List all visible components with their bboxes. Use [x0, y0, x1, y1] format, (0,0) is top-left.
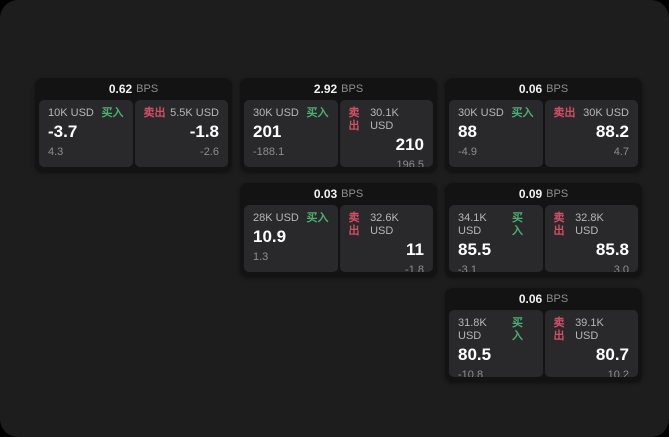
- buy-delta: -4.9: [458, 146, 477, 158]
- bps-value: 0.06: [518, 82, 543, 96]
- buy-price: -3.7: [48, 122, 78, 141]
- sell-price: 11: [406, 240, 424, 259]
- buy-side-label: 买入: [511, 317, 523, 342]
- sell-side-label: 卖出: [143, 107, 166, 119]
- sell-size: 30K USD: [583, 107, 629, 119]
- buy-side-label: 买入: [511, 107, 534, 119]
- buy-tile[interactable]: 34.1K USD 买入 85.5 -3.1: [449, 205, 543, 272]
- card-header: 0.03 BPS: [240, 183, 437, 205]
- buy-size: 34.1K USD: [458, 212, 487, 237]
- sell-price: 80.7: [595, 345, 629, 364]
- sell-side-label: 卖出: [553, 317, 565, 342]
- card-header: 2.92 BPS: [240, 78, 437, 100]
- sell-price: 85.8: [595, 240, 629, 259]
- sell-tile[interactable]: 卖出 30K USD 88.2 4.7: [544, 100, 638, 167]
- sell-tile[interactable]: 卖出 39.1K USD 80.7 10.2: [544, 310, 638, 377]
- card-header: 0.62 BPS: [35, 78, 232, 100]
- sell-tile[interactable]: 卖出 5.5K USD -1.8 -2.6: [134, 100, 228, 167]
- buy-tile[interactable]: 30K USD 买入 201 -188.1: [244, 100, 338, 167]
- buy-tile[interactable]: 10K USD 买入 -3.7 4.3: [39, 100, 133, 167]
- quote-card: 0.03 BPS 28K USD 买入 10.9 1.3 卖出 32.6K US…: [240, 183, 437, 277]
- sell-size: 32.6K USD: [370, 212, 399, 237]
- sell-side-label: 卖出: [553, 107, 576, 119]
- buy-delta: -188.1: [253, 146, 285, 158]
- buy-delta: -10.8: [458, 369, 484, 377]
- sell-size: 5.5K USD: [170, 107, 219, 119]
- buy-tile[interactable]: 28K USD 买入 10.9 1.3: [244, 205, 338, 272]
- sell-delta: 4.7: [613, 146, 629, 158]
- buy-price: 88: [458, 122, 477, 141]
- buy-size: 10K USD: [48, 107, 94, 119]
- buy-delta: 4.3: [48, 146, 64, 158]
- buy-size: 28K USD: [253, 212, 299, 224]
- bps-value: 2.92: [313, 82, 338, 96]
- sell-size: 30.1K USD: [370, 107, 399, 132]
- sell-tile[interactable]: 卖出 32.6K USD 11 -1.8: [339, 205, 433, 272]
- sell-size: 32.8K USD: [575, 212, 604, 237]
- quote-card: 0.06 BPS 30K USD 买入 88 -4.9 卖出 30K USD 8…: [445, 78, 642, 172]
- bps-value: 0.62: [108, 82, 133, 96]
- buy-side-label: 买入: [511, 212, 523, 237]
- sell-side-label: 卖出: [348, 107, 360, 132]
- sell-tile[interactable]: 卖出 32.8K USD 85.8 3.0: [544, 205, 638, 272]
- buy-delta: -3.1: [458, 264, 477, 272]
- card-header: 0.09 BPS: [445, 183, 642, 205]
- buy-size: 30K USD: [253, 107, 299, 119]
- sell-delta: -2.6: [200, 146, 219, 158]
- bps-unit-label: BPS: [136, 83, 159, 95]
- quote-card: 0.06 BPS 31.8K USD 买入 80.5 -10.8 卖出 39.1…: [445, 288, 642, 382]
- bps-value: 0.03: [313, 187, 338, 201]
- sell-delta: 196.5: [396, 159, 424, 167]
- sell-side-label: 卖出: [553, 212, 565, 237]
- bps-unit-label: BPS: [341, 188, 364, 200]
- card-header: 0.06 BPS: [445, 288, 642, 310]
- buy-tile[interactable]: 31.8K USD 买入 80.5 -10.8: [449, 310, 543, 377]
- sell-side-label: 卖出: [348, 212, 360, 237]
- buy-price: 10.9: [253, 227, 287, 246]
- bps-unit-label: BPS: [546, 188, 569, 200]
- buy-side-label: 买入: [306, 107, 329, 119]
- sell-delta: 10.2: [607, 369, 629, 377]
- buy-size: 30K USD: [458, 107, 504, 119]
- buy-price: 80.5: [458, 345, 492, 364]
- bps-value: 0.09: [518, 187, 543, 201]
- bps-unit-label: BPS: [546, 293, 569, 305]
- quote-card: 0.09 BPS 34.1K USD 买入 85.5 -3.1 卖出 32.8K…: [445, 183, 642, 277]
- bps-value: 0.06: [518, 292, 543, 306]
- buy-price: 85.5: [458, 240, 492, 259]
- bps-unit-label: BPS: [341, 83, 364, 95]
- sell-price: 88.2: [595, 122, 629, 141]
- buy-size: 31.8K USD: [458, 317, 487, 342]
- quote-card: 0.62 BPS 10K USD 买入 -3.7 4.3 卖出 5.5K USD…: [35, 78, 232, 172]
- sell-delta: 3.0: [613, 264, 629, 272]
- sell-size: 39.1K USD: [575, 317, 604, 342]
- buy-price: 201: [253, 122, 282, 141]
- buy-delta: 1.3: [253, 251, 269, 263]
- quote-card: 2.92 BPS 30K USD 买入 201 -188.1 卖出 30.1K …: [240, 78, 437, 172]
- buy-tile[interactable]: 30K USD 买入 88 -4.9: [449, 100, 543, 167]
- sell-price: -1.8: [189, 122, 219, 141]
- buy-side-label: 买入: [306, 212, 329, 224]
- sell-price: 210: [395, 135, 424, 154]
- sell-tile[interactable]: 卖出 30.1K USD 210 196.5: [339, 100, 433, 167]
- sell-delta: -1.8: [405, 264, 424, 272]
- bps-unit-label: BPS: [546, 83, 569, 95]
- buy-side-label: 买入: [101, 107, 124, 119]
- card-header: 0.06 BPS: [445, 78, 642, 100]
